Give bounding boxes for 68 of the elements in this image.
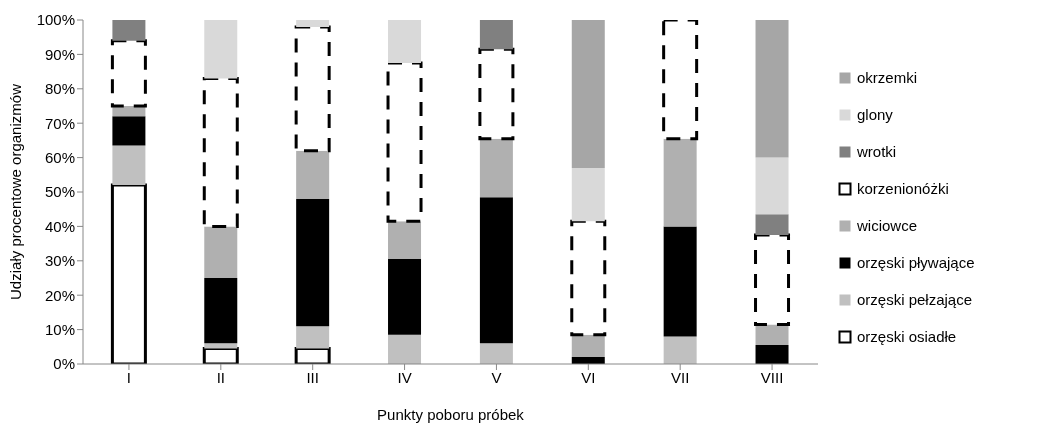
bar [571,20,605,168]
x-tick-label: VII [671,368,690,386]
bar [479,197,513,344]
y-tick-label: 0% [53,355,75,373]
bar [571,167,605,222]
y-tick-label: 80% [44,80,75,98]
x-tick-label: VIII [760,368,784,386]
bar [296,20,330,27]
bar [112,145,146,186]
bar [388,221,422,260]
bar [663,336,697,364]
legend-label: orzęski pełzające [857,291,973,308]
bar [204,226,238,278]
y-tick-label: 90% [44,45,75,63]
legend-label: korzenionóżki [857,180,949,197]
bar [570,219,607,337]
bar [479,343,513,364]
y-tick-label: 70% [44,114,75,132]
bar [112,20,146,41]
bar [388,259,422,335]
y-tick-label: 20% [44,286,75,304]
bar [204,343,238,349]
x-tick-label: VI [581,368,596,386]
y-tick-label: 30% [44,252,75,270]
bar [388,20,422,63]
bar [479,20,513,50]
y-tick-label: 100% [36,11,75,29]
bar [662,20,699,141]
bar [296,150,330,199]
bar [663,138,697,227]
y-tick-label: 60% [44,148,75,166]
bar [754,233,791,326]
bar [388,334,422,364]
x-tick-label: I [126,368,132,386]
bar [755,157,789,215]
y-tick-label: 10% [44,320,75,338]
bar [386,61,423,223]
y-axis-title: Udziały procentowe organizmów [7,83,25,300]
legend-label: okrzemki [857,69,918,86]
bar [296,326,330,349]
y-tick-label: 50% [44,183,75,201]
bar [204,278,238,344]
bar [110,39,147,108]
x-tick-label: IV [397,368,412,386]
bar [294,25,331,153]
bar [571,334,605,358]
x-tick-label: V [491,368,502,386]
bar [110,183,147,364]
bar [663,226,697,337]
y-tick-label: 40% [44,217,75,235]
bar [112,116,146,146]
x-tick-label: II [216,368,225,386]
legend-label: orzęski pływające [857,254,975,271]
bar [755,324,789,346]
legend-label: wrotki [857,143,897,160]
x-axis-title: Punkty poboru próbek [377,406,525,423]
bar [755,20,789,158]
bar [755,345,789,364]
bar [296,198,330,327]
legend-label: wiciowce [857,217,918,234]
legend-label: glony [857,106,893,123]
bar [479,138,513,198]
bar [478,47,515,141]
legend-label: orzęski osiadłe [857,328,957,345]
bar [204,20,238,79]
bar [755,214,789,235]
x-tick-label: III [306,368,319,386]
bar [202,76,239,228]
